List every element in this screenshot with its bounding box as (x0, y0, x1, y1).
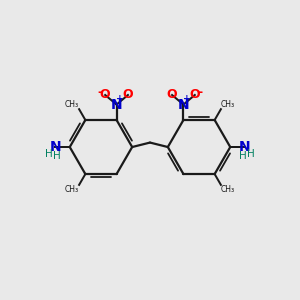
Text: +: + (116, 94, 124, 103)
Text: O: O (123, 88, 133, 101)
Text: H: H (45, 148, 53, 159)
Text: H: H (247, 148, 255, 159)
Text: -: - (97, 86, 102, 99)
Text: O: O (190, 88, 200, 101)
Text: N: N (178, 98, 189, 112)
Text: +: + (183, 94, 191, 103)
Text: N: N (239, 140, 250, 154)
Text: CH₃: CH₃ (221, 100, 235, 109)
Text: CH₃: CH₃ (65, 100, 79, 109)
Text: CH₃: CH₃ (65, 185, 79, 194)
Text: O: O (100, 88, 110, 101)
Text: O: O (167, 88, 177, 101)
Text: H: H (53, 151, 61, 161)
Text: H: H (239, 151, 247, 161)
Text: N: N (50, 140, 61, 154)
Text: -: - (198, 86, 203, 99)
Text: N: N (111, 98, 122, 112)
Text: CH₃: CH₃ (221, 185, 235, 194)
